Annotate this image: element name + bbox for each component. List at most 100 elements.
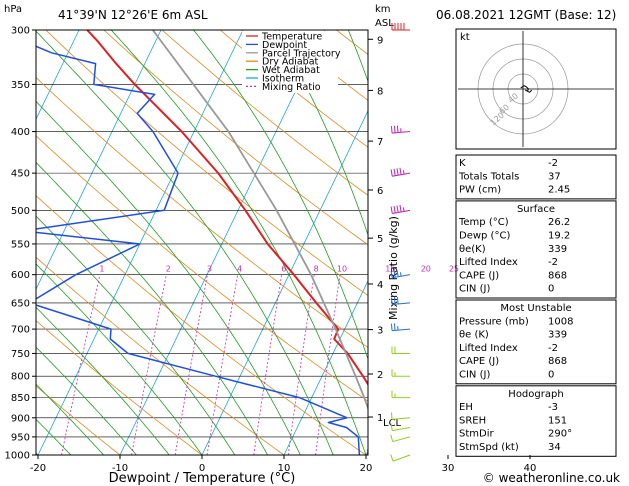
index-value: 37 (548, 171, 561, 182)
hodograph-trace (520, 85, 533, 93)
dry-adiabat (36, 76, 368, 349)
mixing-ratio-line (131, 274, 167, 455)
index-block-title: Most Unstable (500, 303, 571, 314)
index-value: 34 (548, 442, 561, 453)
wind-barb-feather (393, 297, 396, 305)
index-value: 1008 (548, 316, 573, 327)
isotherm-line (283, 279, 368, 455)
wet-adiabat (193, 30, 368, 361)
wind-barb (392, 454, 411, 462)
dry-adiabat (161, 30, 368, 196)
wind-barbs (390, 23, 411, 462)
dewpoint-line (36, 45, 361, 455)
height-tick-label: 8 (377, 86, 383, 97)
index-value: 868 (548, 270, 567, 281)
temperature-tick-label: 40 (524, 463, 537, 474)
mixing-ratio-line (206, 274, 238, 455)
mixing-ratio-label: 4 (237, 265, 242, 274)
wind-barb-feather (393, 323, 396, 331)
wind-barb-feather (390, 454, 394, 462)
index-value: 339 (548, 330, 567, 341)
km-unit-asl: ASL (375, 18, 394, 29)
index-label: θe(K) (459, 244, 486, 255)
pressure-unit: hPa (4, 4, 22, 15)
wind-barb-feather (390, 206, 393, 214)
wet-adiabat (274, 30, 368, 237)
parcel-trajectory-line (152, 30, 368, 411)
pressure-tick-label: 900 (11, 413, 30, 424)
pressure-tick-label: 500 (11, 206, 30, 217)
index-label: θe (K) (459, 330, 489, 341)
mixing-ratio-label: 25 (449, 265, 459, 274)
dry-adiabat (45, 30, 368, 296)
index-label: StmDir (459, 429, 494, 440)
index-value: 151 (548, 415, 567, 426)
legend-entry: Dewpoint (262, 40, 307, 51)
isotherm-line (201, 109, 368, 455)
height-tick-label: 2 (377, 370, 383, 381)
pressure-tick-label: 350 (11, 80, 30, 91)
dry-adiabat (219, 30, 368, 148)
pressure-tick-label: 1000 (5, 451, 30, 462)
wet-adiabat (36, 346, 137, 455)
index-value: -2 (548, 257, 558, 268)
pressure-tick-label: 700 (11, 325, 30, 336)
wind-barb-feather (396, 296, 399, 305)
pressure-tick-label: 300 (11, 26, 30, 37)
wind-barb-feather (390, 270, 393, 278)
legend-box (242, 31, 338, 93)
index-value: 2.45 (548, 185, 570, 196)
height-tick-label: 7 (377, 137, 383, 148)
wet-adiabat (36, 306, 170, 455)
height-axis: 1 2 3 4 5 6 7 8 9 (368, 35, 383, 424)
wind-barb-feather (393, 205, 396, 214)
wind-barb-feather (390, 297, 393, 305)
index-value: 26.2 (548, 217, 570, 228)
legend-entry: Wet Adiabat (262, 65, 320, 76)
indices-panel: K -2 Totals Totals 37 PW (cm) 2.45 Surface Temp… (455, 154, 617, 457)
wind-barb-feather (396, 269, 399, 277)
pressure-tick-label: 450 (11, 169, 30, 180)
mixing-ratio-line (287, 274, 315, 455)
height-tick-label: 6 (377, 186, 383, 197)
index-value: 290° (548, 429, 572, 440)
index-value: 19.2 (548, 231, 570, 242)
wind-barb-feather (390, 126, 393, 134)
mixing-ratio-label: 8 (314, 265, 319, 274)
index-block (455, 299, 617, 385)
pressure-tick-label: 650 (11, 298, 30, 309)
index-label: CAPE (J) (459, 356, 499, 367)
temperature-tick-label: -20 (30, 463, 46, 474)
index-block-title: Surface (517, 204, 555, 215)
dry-adiabat (36, 256, 285, 455)
wet-adiabat (36, 263, 203, 455)
index-value: 868 (548, 356, 567, 367)
index-label: CAPE (J) (459, 270, 499, 281)
temperature-line (86, 30, 368, 387)
wind-barb-half (399, 272, 402, 277)
wind-barb-feather (396, 125, 399, 133)
wind-barb (392, 426, 411, 432)
pressure-tick-label: 850 (11, 393, 30, 404)
isotherm-line (36, 30, 162, 291)
legend-entry: Dry Adiabat (262, 57, 319, 68)
index-label: SREH (459, 415, 486, 426)
background-lines (36, 30, 368, 455)
wind-barb-feather (399, 167, 402, 175)
pressure-tick-label: 600 (11, 270, 30, 281)
dry-adiabat (36, 320, 203, 455)
height-tick-label: 3 (377, 326, 383, 337)
index-value: -3 (548, 402, 558, 413)
pressure-tick-label: 800 (11, 372, 30, 383)
hodograph-unit: kt (460, 32, 470, 43)
index-label: Dewp (°C) (459, 231, 510, 242)
index-value: -2 (548, 158, 558, 169)
mixing-ratio-label: 15 (385, 265, 395, 274)
index-value: 339 (548, 244, 567, 255)
index-label: CIN (J) (459, 370, 490, 381)
mixing-ratio-label: 1 (99, 265, 104, 274)
temperature-tick-label: -10 (112, 463, 128, 474)
temperature-tick-label: 20 (360, 463, 373, 474)
wind-barb-feather (390, 423, 393, 431)
